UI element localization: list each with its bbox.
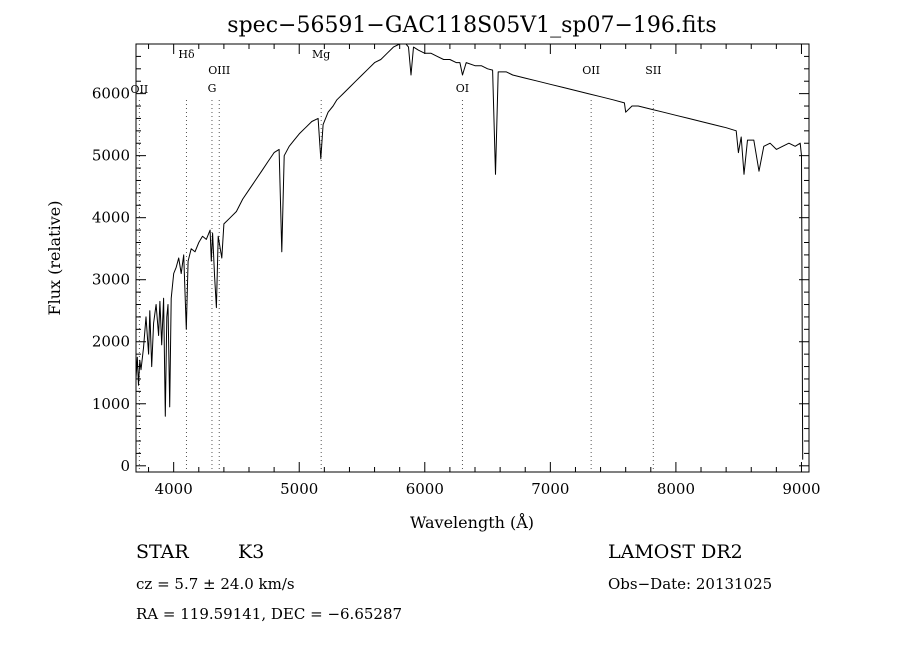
x-tick-label: 9000 [782, 480, 820, 498]
y-tick-label: 4000 [92, 209, 130, 227]
spectral-line-label: SII [645, 64, 661, 77]
y-tick-label: 2000 [92, 333, 130, 351]
y-axis-ticks: 0 1000 2000 3000 4000 5000 6000 [92, 55, 809, 475]
x-axis-ticks: 4000 5000 6000 7000 8000 9000 [148, 44, 821, 498]
spectral-line-label: OII [131, 83, 149, 96]
y-tick-label: 6000 [92, 85, 130, 103]
chart-title: spec−56591−GAC118S05V1_sp07−196.fits [227, 13, 716, 38]
x-tick-label: 6000 [406, 480, 444, 498]
spectral-line-label: OII [582, 64, 600, 77]
x-tick-label: 5000 [280, 480, 318, 498]
y-axis-label: Flux (relative) [45, 201, 64, 316]
survey-name: LAMOST DR2 [608, 541, 743, 563]
y-tick-label: 3000 [92, 271, 130, 289]
x-tick-label: 8000 [657, 480, 695, 498]
spectral-line-label: Hδ [178, 48, 195, 61]
spectral-line-label: G [208, 82, 217, 95]
y-tick-label: 1000 [92, 395, 130, 413]
spectral-line-label: Mg [312, 48, 330, 61]
y-tick-label: 5000 [92, 147, 130, 165]
spectrum-series [135, 43, 804, 460]
plot-frame [135, 43, 810, 473]
y-tick-label: 0 [120, 457, 130, 475]
spectral-line-label: OIII [208, 64, 230, 77]
spectrum-line [135, 43, 804, 460]
x-axis-label: Wavelength (Å) [410, 512, 534, 532]
spectral-line-label: OI [456, 82, 469, 95]
x-tick-label: 7000 [531, 480, 569, 498]
object-subclass: K3 [238, 541, 264, 563]
coordinates-radec: RA = 119.59141, DEC = −6.65287 [136, 605, 402, 623]
redshift-cz: cz = 5.7 ± 24.0 km/s [136, 575, 295, 593]
spectral-line-markers: OII Hδ G OIII Mg OI OII SII [131, 48, 661, 472]
observation-date: Obs−Date: 20131025 [608, 575, 772, 593]
object-class: STAR [136, 541, 189, 563]
x-tick-label: 4000 [155, 480, 193, 498]
